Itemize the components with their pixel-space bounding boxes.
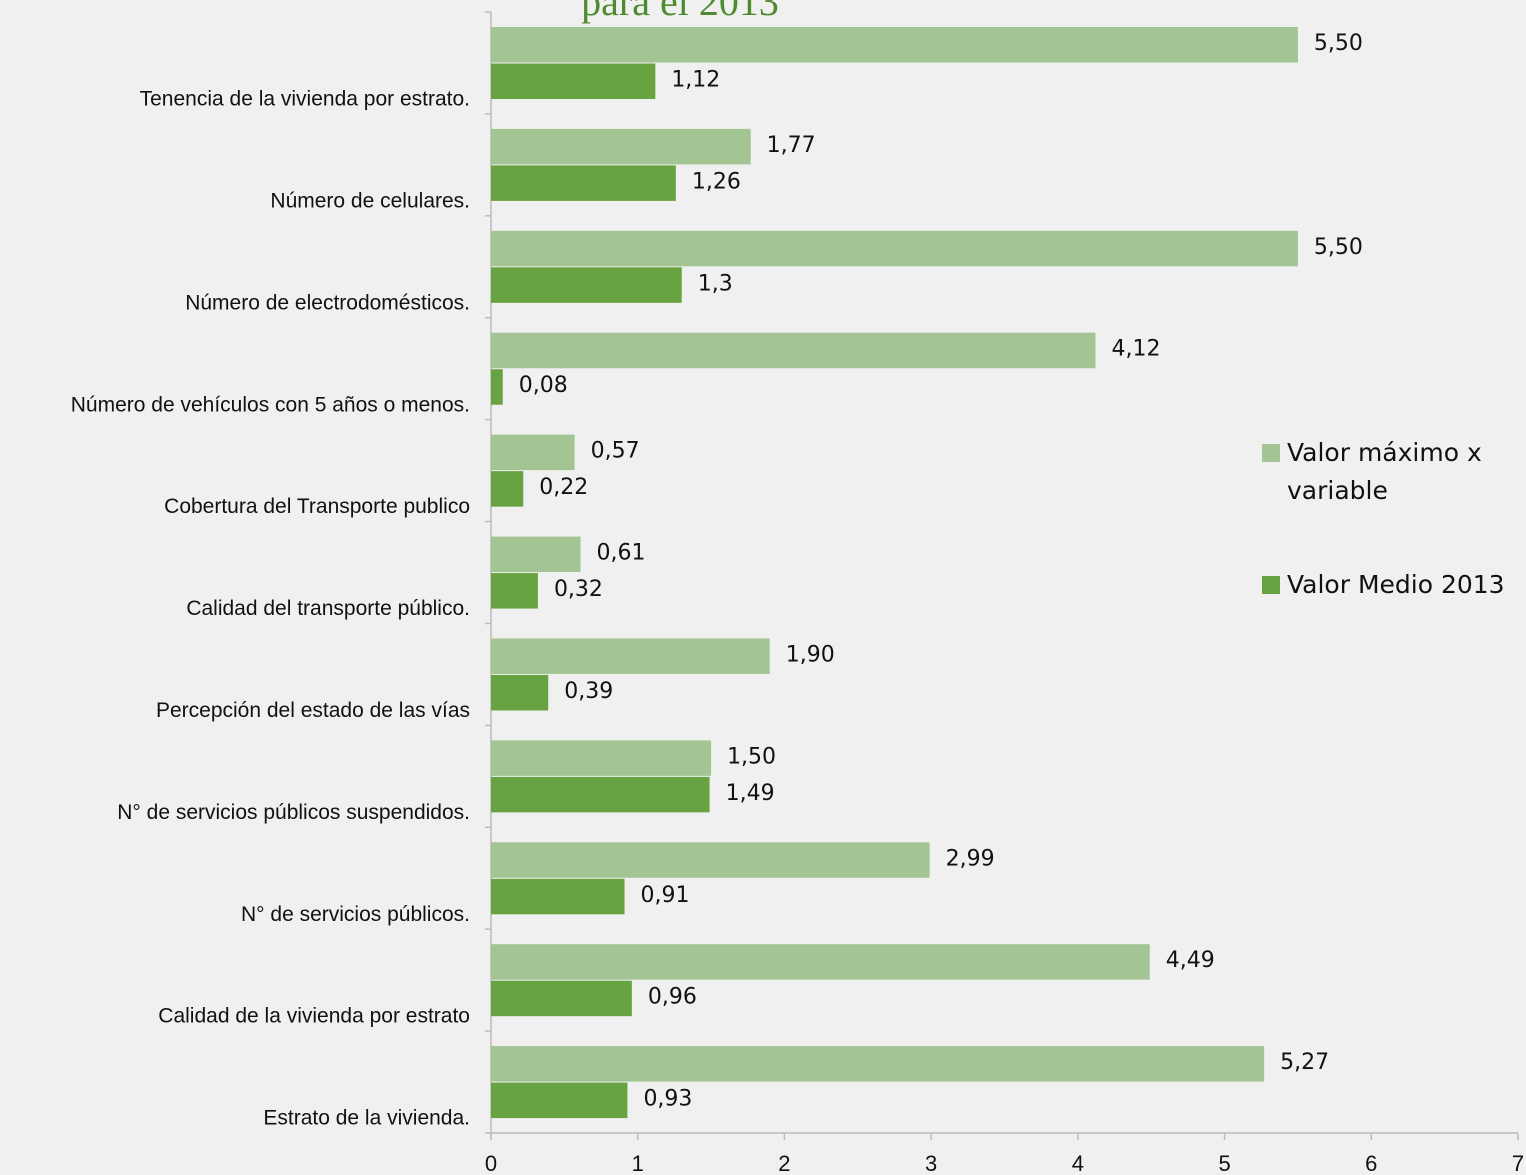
x-tick-label: 2 [778,1151,790,1175]
x-tick-label: 0 [485,1151,497,1175]
x-tick-label: 4 [1072,1151,1084,1175]
data-label: 5,27 [1280,1050,1329,1075]
data-label: 4,49 [1166,948,1215,973]
legend-label: Valor máximo x variable [1287,438,1482,505]
data-label: 1,3 [698,271,733,296]
data-label: 0,22 [539,475,588,500]
bar [491,638,770,674]
bar [491,842,930,878]
data-label: 0,32 [554,577,603,602]
bar [491,1046,1265,1082]
data-label: 1,12 [671,68,720,93]
legend-item: Valor máximo x variable [1262,434,1522,510]
legend: Valor máximo x variable Valor Medio 2013 [1262,434,1522,660]
x-tick-label: 6 [1365,1151,1377,1175]
chart-title: para el 2013 [581,0,779,24]
x-tick-label: 3 [925,1151,937,1175]
data-label: 0,39 [564,679,613,704]
data-label: 0,08 [519,373,568,398]
data-label: 1,49 [726,781,775,806]
x-tick-label: 5 [1218,1151,1230,1175]
data-label: 0,93 [643,1087,692,1112]
bar [491,674,549,711]
bar [491,230,1298,267]
bar [491,332,1096,369]
category-label: Tenencia de la vivienda por estrato. [140,88,470,111]
bar [491,573,538,609]
data-label: 2,99 [946,846,995,871]
legend-swatch [1262,576,1280,594]
bar [491,165,676,201]
category-label: Número de electrodomésticos. [185,291,470,314]
data-label: 1,50 [727,744,776,769]
bar [491,944,1150,980]
category-label: Número de vehículos con 5 años o menos. [71,393,470,416]
data-label: 5,50 [1314,235,1363,260]
legend-swatch [1262,444,1280,462]
category-label: N° de servicios públicos. [241,903,470,926]
bar [491,63,656,99]
data-label: 1,90 [786,642,835,667]
data-label: 5,50 [1314,31,1363,56]
bar [491,536,581,573]
bar [491,878,625,915]
bar [491,267,682,303]
bar [491,434,575,471]
data-label: 4,12 [1111,337,1160,362]
data-label: 0,91 [641,883,690,908]
category-label: Calidad de la vivienda por estrato [158,1005,470,1028]
bar [491,27,1298,63]
bar [491,776,710,813]
category-label: Calidad del transporte público. [186,597,470,620]
data-label: 0,57 [591,439,640,464]
category-label: Número de celulares. [270,189,470,212]
data-label: 1,26 [692,169,741,194]
x-tick-label: 1 [632,1151,644,1175]
bar [491,1082,628,1119]
legend-item: Valor Medio 2013 [1262,566,1522,604]
x-tick-label: 7 [1512,1151,1524,1175]
legend-label: Valor Medio 2013 [1287,570,1505,599]
bar [491,980,632,1017]
category-label: Estrato de la vivienda. [263,1107,470,1130]
bar [491,471,524,507]
category-label: N° de servicios públicos suspendidos. [117,801,470,824]
bar [491,128,751,165]
category-label: Cobertura del Transporte publico [164,495,470,518]
category-label: Percepción del estado de las vías [156,699,470,722]
data-label: 1,77 [767,133,816,158]
bar [491,740,712,776]
data-label: 0,96 [648,985,697,1010]
bar [491,369,503,405]
data-label: 0,61 [596,541,645,566]
